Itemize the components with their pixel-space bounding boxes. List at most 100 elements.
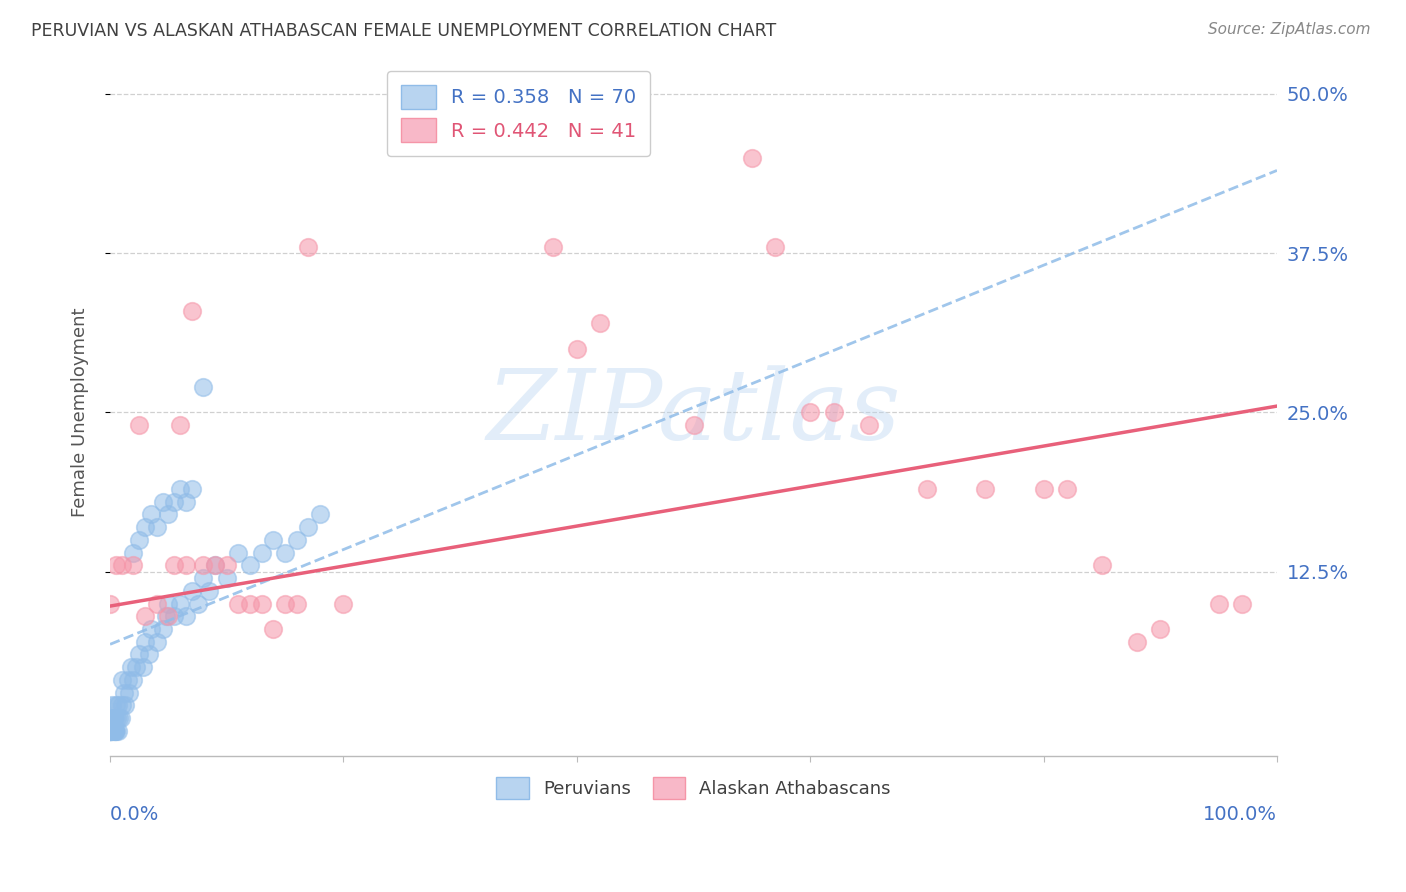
Point xyxy=(145,597,167,611)
Point xyxy=(1208,597,1230,611)
Point xyxy=(122,558,145,573)
Point xyxy=(111,698,134,713)
Point xyxy=(125,660,148,674)
Point xyxy=(250,597,273,611)
Text: 100.0%: 100.0% xyxy=(1204,805,1277,823)
Point xyxy=(915,482,938,496)
Point xyxy=(100,723,122,738)
Point xyxy=(1126,634,1149,648)
Point xyxy=(228,597,250,611)
Point xyxy=(204,558,226,573)
Point xyxy=(118,686,141,700)
Point xyxy=(180,583,202,598)
Point xyxy=(297,520,319,534)
Point xyxy=(215,571,238,585)
Point xyxy=(132,660,155,674)
Point xyxy=(565,342,588,356)
Point xyxy=(198,583,221,598)
Point xyxy=(110,711,132,725)
Point xyxy=(104,723,127,738)
Point xyxy=(104,723,127,738)
Point xyxy=(117,673,139,687)
Point xyxy=(262,533,284,547)
Point xyxy=(104,558,127,573)
Y-axis label: Female Unemployment: Female Unemployment xyxy=(72,308,89,517)
Point xyxy=(98,723,121,738)
Point xyxy=(107,698,129,713)
Point xyxy=(250,545,273,559)
Point xyxy=(114,698,136,713)
Point xyxy=(193,380,215,394)
Point xyxy=(180,482,202,496)
Point xyxy=(1149,622,1171,636)
Point xyxy=(215,558,238,573)
Point xyxy=(98,723,121,738)
Point xyxy=(163,558,186,573)
Point xyxy=(105,711,128,725)
Point xyxy=(100,717,122,731)
Text: Source: ZipAtlas.com: Source: ZipAtlas.com xyxy=(1208,22,1371,37)
Point xyxy=(157,597,180,611)
Point xyxy=(111,558,134,573)
Point xyxy=(152,622,174,636)
Point xyxy=(163,609,186,624)
Point xyxy=(103,723,125,738)
Point xyxy=(823,405,845,419)
Point xyxy=(309,508,332,522)
Point xyxy=(145,634,167,648)
Point xyxy=(741,151,763,165)
Point xyxy=(138,648,160,662)
Point xyxy=(163,494,186,508)
Point xyxy=(128,533,150,547)
Point xyxy=(157,508,180,522)
Point xyxy=(128,418,150,433)
Point xyxy=(204,558,226,573)
Point xyxy=(1056,482,1078,496)
Point xyxy=(1230,597,1253,611)
Point xyxy=(152,494,174,508)
Point xyxy=(589,316,612,330)
Point xyxy=(174,609,197,624)
Point xyxy=(108,711,131,725)
Point xyxy=(104,698,127,713)
Text: 0.0%: 0.0% xyxy=(110,805,159,823)
Point xyxy=(297,240,319,254)
Text: PERUVIAN VS ALASKAN ATHABASCAN FEMALE UNEMPLOYMENT CORRELATION CHART: PERUVIAN VS ALASKAN ATHABASCAN FEMALE UN… xyxy=(31,22,776,40)
Point xyxy=(112,686,135,700)
Point xyxy=(122,545,145,559)
Point xyxy=(1091,558,1114,573)
Point xyxy=(101,711,124,725)
Point xyxy=(103,711,125,725)
Point xyxy=(169,418,191,433)
Text: ZIPatlas: ZIPatlas xyxy=(486,365,901,460)
Point xyxy=(104,723,127,738)
Point xyxy=(134,609,156,624)
Point xyxy=(122,673,145,687)
Point xyxy=(134,634,156,648)
Point xyxy=(169,482,191,496)
Point xyxy=(239,558,262,573)
Point xyxy=(682,418,704,433)
Point xyxy=(858,418,880,433)
Point xyxy=(285,533,308,547)
Legend: Peruvians, Alaskan Athabascans: Peruvians, Alaskan Athabascans xyxy=(489,770,898,805)
Point xyxy=(1032,482,1054,496)
Point xyxy=(262,622,284,636)
Point xyxy=(799,405,821,419)
Point xyxy=(98,597,121,611)
Point xyxy=(145,520,167,534)
Point xyxy=(98,723,121,738)
Point xyxy=(180,303,202,318)
Point xyxy=(543,240,565,254)
Point xyxy=(274,597,297,611)
Point xyxy=(98,723,121,738)
Point xyxy=(332,597,354,611)
Point xyxy=(111,673,134,687)
Point xyxy=(274,545,297,559)
Point xyxy=(139,622,162,636)
Point xyxy=(239,597,262,611)
Point xyxy=(763,240,786,254)
Point xyxy=(157,609,180,624)
Point xyxy=(169,597,191,611)
Point xyxy=(228,545,250,559)
